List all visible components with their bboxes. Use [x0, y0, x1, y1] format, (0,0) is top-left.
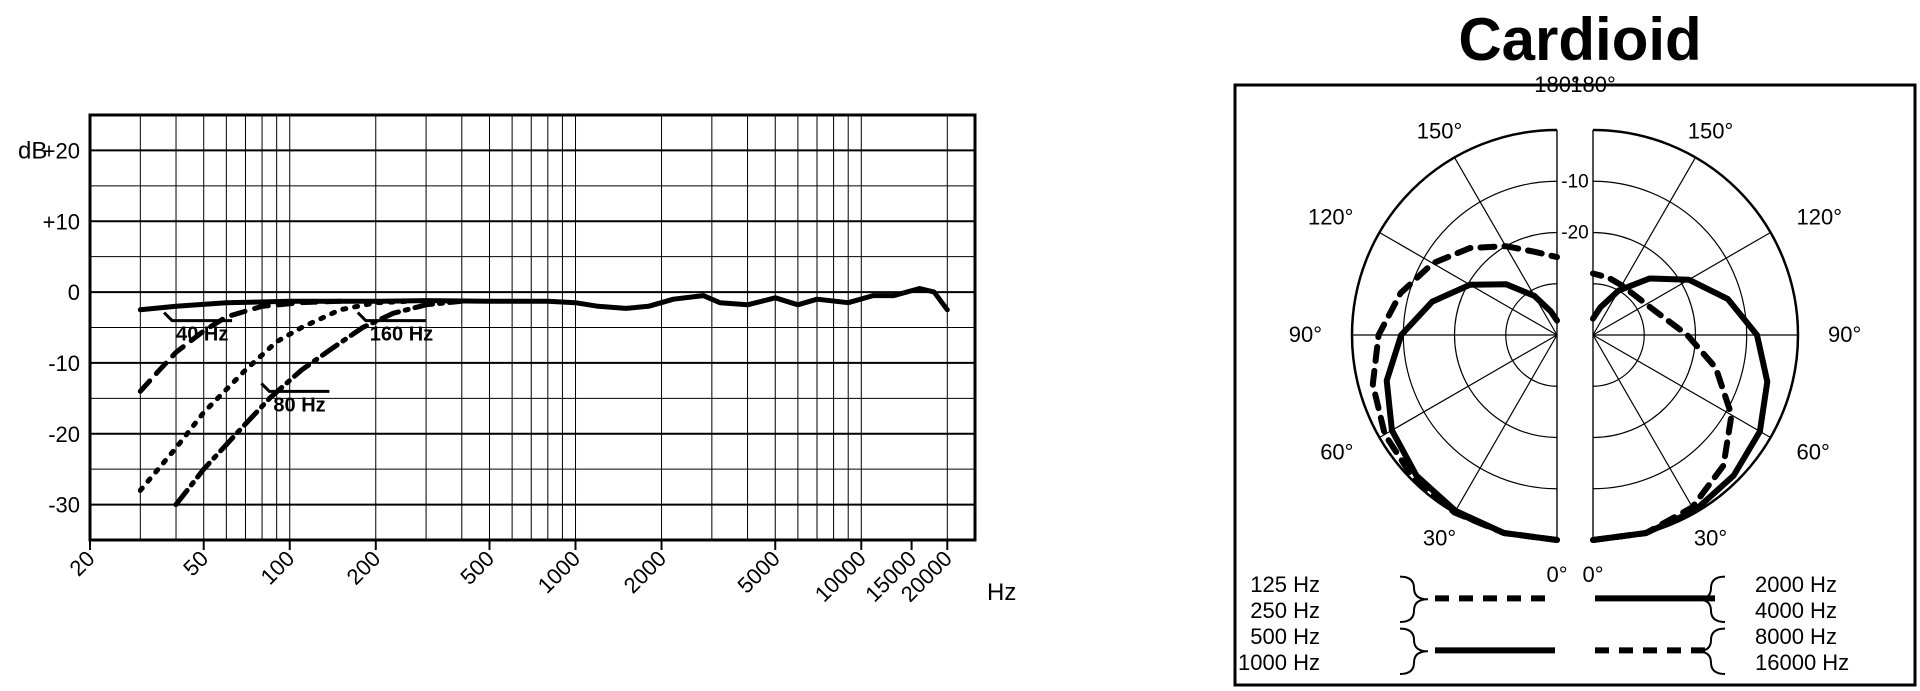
svg-text:8000 Hz: 8000 Hz	[1755, 624, 1837, 649]
svg-text:40 Hz: 40 Hz	[176, 324, 228, 346]
svg-text:1000: 1000	[533, 546, 585, 598]
polar-pattern-chart: Cardioid 0° 0° 30° 30° 60° 60° 90° 90° 120° 120° 15…	[1040, 0, 1920, 691]
svg-text:90°: 90°	[1289, 322, 1322, 347]
svg-text:120°: 120°	[1308, 205, 1354, 230]
svg-text:125 Hz: 125 Hz	[1250, 572, 1320, 597]
svg-text:10000: 10000	[810, 546, 871, 607]
svg-text:180°: 180°	[1570, 72, 1616, 97]
svg-text:2000 Hz: 2000 Hz	[1755, 572, 1837, 597]
svg-text:80 Hz: 80 Hz	[273, 394, 325, 416]
svg-text:30°: 30°	[1423, 526, 1456, 551]
svg-text:2000: 2000	[619, 546, 671, 598]
svg-text:1000 Hz: 1000 Hz	[1238, 650, 1320, 675]
svg-text:90°: 90°	[1828, 322, 1861, 347]
frequency-response-chart: dB+20+100-10-20-302050100200500100020005…	[0, 0, 1040, 691]
svg-text:-30: -30	[48, 493, 80, 518]
svg-text:-20: -20	[1561, 223, 1588, 244]
svg-text:200: 200	[342, 546, 386, 590]
svg-text:+10: +10	[43, 209, 80, 234]
svg-text:100: 100	[256, 546, 300, 590]
svg-text:0°: 0°	[1582, 562, 1603, 587]
svg-text:160 Hz: 160 Hz	[370, 324, 433, 346]
svg-text:-20: -20	[48, 422, 80, 447]
svg-text:0: 0	[68, 280, 80, 305]
svg-text:500 Hz: 500 Hz	[1250, 624, 1320, 649]
svg-text:-10: -10	[48, 351, 80, 376]
svg-text:120°: 120°	[1797, 205, 1843, 230]
svg-text:Cardioid: Cardioid	[1458, 6, 1701, 73]
svg-text:4000 Hz: 4000 Hz	[1755, 598, 1837, 623]
svg-text:5000: 5000	[732, 546, 784, 598]
svg-text:60°: 60°	[1797, 440, 1830, 465]
svg-text:50: 50	[178, 546, 213, 581]
svg-text:500: 500	[455, 546, 499, 590]
svg-text:+20: +20	[43, 138, 80, 163]
svg-text:20: 20	[65, 546, 100, 581]
svg-text:16000 Hz: 16000 Hz	[1755, 650, 1849, 675]
svg-text:60°: 60°	[1320, 440, 1353, 465]
svg-text:150°: 150°	[1688, 118, 1734, 143]
svg-text:Hz: Hz	[987, 579, 1016, 606]
svg-text:0°: 0°	[1546, 562, 1567, 587]
svg-text:30°: 30°	[1694, 526, 1727, 551]
svg-text:150°: 150°	[1417, 118, 1463, 143]
svg-text:250 Hz: 250 Hz	[1250, 598, 1320, 623]
svg-text:-10: -10	[1561, 171, 1588, 192]
